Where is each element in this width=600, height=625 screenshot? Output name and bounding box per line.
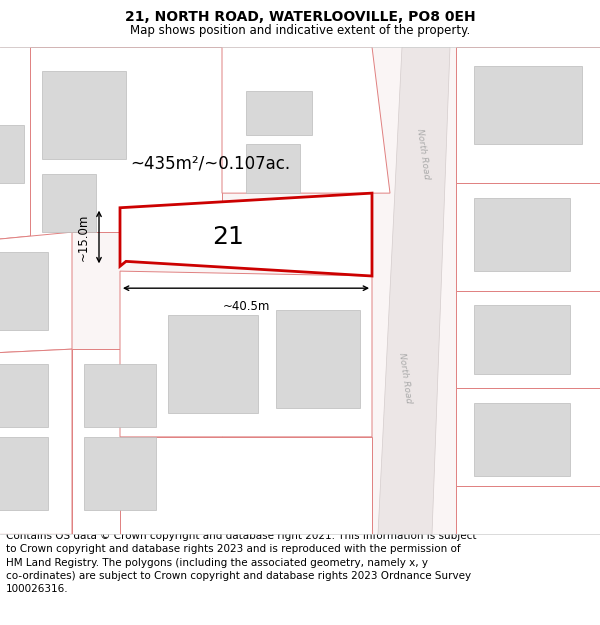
Text: Map shows position and indicative extent of the property.: Map shows position and indicative extent…	[130, 24, 470, 36]
Text: 21: 21	[212, 225, 244, 249]
Text: 21, NORTH ROAD, WATERLOOVILLE, PO8 0EH: 21, NORTH ROAD, WATERLOOVILLE, PO8 0EH	[125, 10, 475, 24]
Polygon shape	[120, 193, 372, 276]
Polygon shape	[246, 144, 300, 193]
Polygon shape	[42, 71, 126, 159]
Polygon shape	[456, 388, 600, 486]
Text: Contains OS data © Crown copyright and database right 2021. This information is : Contains OS data © Crown copyright and d…	[6, 531, 476, 594]
Polygon shape	[456, 486, 600, 534]
Polygon shape	[120, 437, 372, 534]
Polygon shape	[120, 271, 372, 437]
Polygon shape	[168, 315, 258, 412]
Polygon shape	[0, 47, 72, 242]
Polygon shape	[72, 349, 222, 534]
Polygon shape	[42, 174, 96, 232]
Polygon shape	[474, 402, 570, 476]
Polygon shape	[0, 437, 48, 510]
Polygon shape	[222, 47, 390, 193]
Polygon shape	[456, 47, 600, 183]
Polygon shape	[474, 305, 570, 374]
Polygon shape	[30, 47, 222, 242]
Polygon shape	[0, 364, 48, 427]
Polygon shape	[378, 47, 450, 534]
Text: North Road: North Road	[415, 128, 431, 180]
Text: North Road: North Road	[397, 352, 413, 404]
Text: ~435m²/~0.107ac.: ~435m²/~0.107ac.	[130, 155, 290, 173]
Polygon shape	[84, 437, 156, 510]
Polygon shape	[456, 183, 600, 291]
Polygon shape	[234, 222, 330, 266]
Polygon shape	[84, 364, 156, 427]
Polygon shape	[474, 66, 582, 144]
Text: ~15.0m: ~15.0m	[77, 213, 90, 261]
Polygon shape	[474, 198, 570, 271]
Text: ~40.5m: ~40.5m	[223, 301, 269, 313]
Polygon shape	[0, 125, 24, 183]
Polygon shape	[0, 232, 72, 354]
Polygon shape	[0, 252, 48, 329]
Polygon shape	[264, 203, 318, 256]
Polygon shape	[246, 91, 312, 134]
Polygon shape	[276, 310, 360, 408]
Polygon shape	[456, 291, 600, 388]
Polygon shape	[0, 47, 600, 534]
Polygon shape	[0, 349, 72, 534]
